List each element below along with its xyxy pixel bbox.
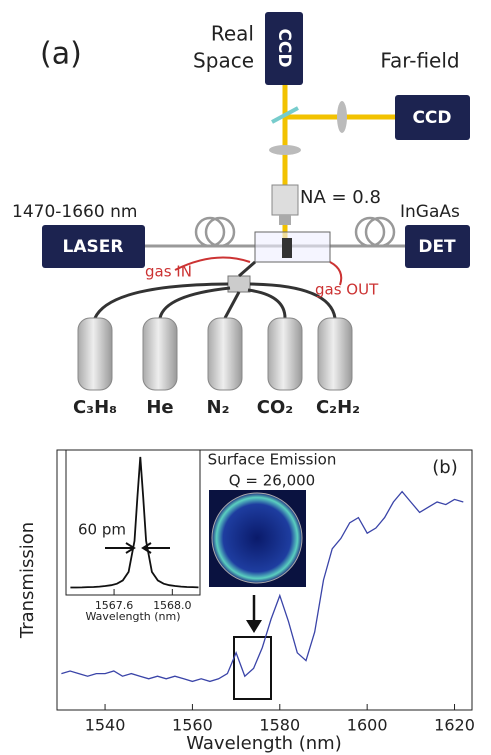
panel-label: (a) <box>40 37 82 72</box>
panel-label: (b) <box>432 457 457 478</box>
x-tick-label: 1620 <box>434 716 475 735</box>
ccd-label: CCD <box>274 28 294 67</box>
gas-label: He <box>146 397 173 418</box>
label: 1470-1660 nm <box>12 202 137 222</box>
objective <box>272 185 298 215</box>
x-tick-label: 1568.0 <box>153 599 192 612</box>
gas-cell <box>255 232 330 262</box>
label: Far-field <box>380 49 459 73</box>
label: gas IN <box>145 263 192 281</box>
x-tick-label: 1567.6 <box>95 599 134 612</box>
annotation: 60 pm <box>78 521 126 539</box>
objective <box>279 215 291 225</box>
lens <box>337 101 347 133</box>
gas-label: C₂H₂ <box>316 397 360 418</box>
manifold <box>228 276 250 292</box>
annotation: Surface Emission <box>208 451 337 469</box>
lens <box>269 145 301 155</box>
label: Real <box>211 22 254 46</box>
x-tick-label: 1560 <box>172 716 213 735</box>
sample <box>282 238 292 258</box>
ccd-label: CCD <box>412 108 451 128</box>
x-tick-label: 1580 <box>259 716 300 735</box>
gas-label: CO₂ <box>257 397 293 418</box>
setup-diagram: (a) Real Space CCD Far-field CCD NA = 0.… <box>12 12 470 418</box>
gas-label: N₂ <box>207 397 230 418</box>
label: NA = 0.8 <box>300 187 381 208</box>
x-tick-label: 1600 <box>347 716 388 735</box>
annotation: Q = 26,000 <box>229 472 315 490</box>
emission-image <box>212 493 302 583</box>
arrow <box>246 620 262 633</box>
highlight-box <box>234 637 271 699</box>
laser-label: LASER <box>63 237 124 257</box>
x-tick-label: 1540 <box>85 716 126 735</box>
gas-cylinders <box>78 318 352 390</box>
det-label: DET <box>418 237 456 257</box>
figure: (a) Real Space CCD Far-field CCD NA = 0.… <box>0 0 491 755</box>
gas-lines <box>95 262 335 318</box>
label: Space <box>193 49 254 73</box>
label: InGaAs <box>400 202 460 222</box>
x-axis-label: Wavelength (nm) <box>186 733 342 754</box>
y-axis-label: Transmission <box>17 522 38 639</box>
gas-label: C₃H₈ <box>73 397 117 418</box>
label: gas OUT <box>315 281 379 299</box>
